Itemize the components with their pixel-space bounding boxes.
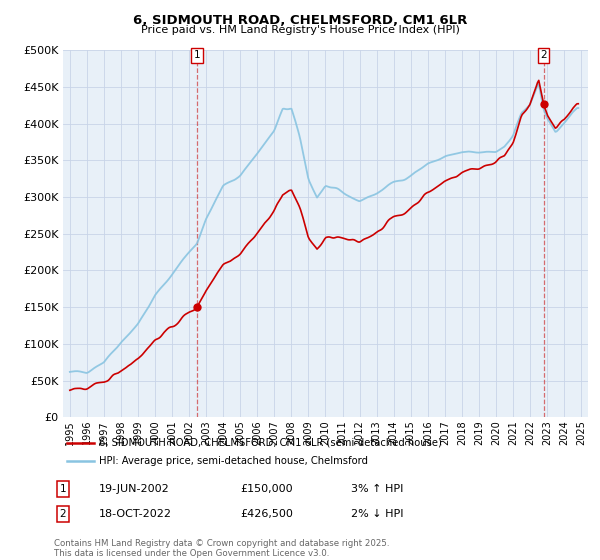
Text: Contains HM Land Registry data © Crown copyright and database right 2025.
This d: Contains HM Land Registry data © Crown c… xyxy=(54,539,389,558)
Text: 18-OCT-2022: 18-OCT-2022 xyxy=(99,509,172,519)
Text: £150,000: £150,000 xyxy=(240,484,293,494)
Text: 1: 1 xyxy=(59,484,67,494)
Text: 6, SIDMOUTH ROAD, CHELMSFORD, CM1 6LR: 6, SIDMOUTH ROAD, CHELMSFORD, CM1 6LR xyxy=(133,14,467,27)
Text: 2: 2 xyxy=(59,509,67,519)
Text: 2: 2 xyxy=(540,50,547,60)
Text: 2% ↓ HPI: 2% ↓ HPI xyxy=(351,509,404,519)
Text: HPI: Average price, semi-detached house, Chelmsford: HPI: Average price, semi-detached house,… xyxy=(99,456,368,466)
Text: 19-JUN-2002: 19-JUN-2002 xyxy=(99,484,170,494)
Text: 6, SIDMOUTH ROAD, CHELMSFORD, CM1 6LR (semi-detached house): 6, SIDMOUTH ROAD, CHELMSFORD, CM1 6LR (s… xyxy=(99,437,442,447)
Text: £426,500: £426,500 xyxy=(240,509,293,519)
Text: Price paid vs. HM Land Registry's House Price Index (HPI): Price paid vs. HM Land Registry's House … xyxy=(140,25,460,35)
Text: 3% ↑ HPI: 3% ↑ HPI xyxy=(351,484,403,494)
Text: 1: 1 xyxy=(194,50,200,60)
